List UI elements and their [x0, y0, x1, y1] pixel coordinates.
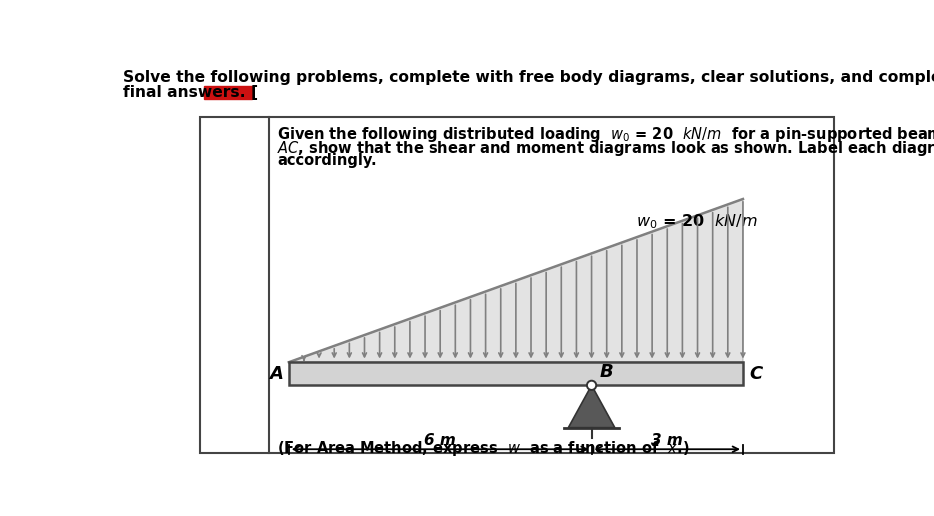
Text: (For Area Method, express  $w$  as a function of  $x$.): (For Area Method, express $w$ as a funct…: [277, 439, 689, 458]
Text: Given the following distributed loading  $w_0$ = 20  $kN/m$  for a pin-supported: Given the following distributed loading …: [277, 125, 934, 144]
Text: Solve the following problems, complete with free body diagrams, clear solutions,: Solve the following problems, complete w…: [123, 70, 934, 85]
Bar: [201, 117, 834, 453]
Circle shape: [587, 381, 596, 390]
Text: 3 m: 3 m: [651, 433, 683, 448]
Text: A: A: [269, 365, 283, 383]
Text: C: C: [749, 365, 762, 383]
Bar: [204, 86, 251, 99]
Polygon shape: [289, 199, 743, 362]
Text: B: B: [601, 363, 614, 381]
Text: $w_0$ = 20  $kN/m$: $w_0$ = 20 $kN/m$: [636, 212, 757, 231]
Text: final answers. [: final answers. [: [123, 85, 258, 100]
Text: $AC$, show that the shear and moment diagrams look as shown. Label each diagram: $AC$, show that the shear and moment dia…: [277, 139, 934, 158]
Text: accordingly.: accordingly.: [277, 153, 376, 168]
Bar: [289, 362, 743, 385]
Text: 6 m: 6 m: [424, 433, 456, 448]
Polygon shape: [568, 385, 615, 428]
